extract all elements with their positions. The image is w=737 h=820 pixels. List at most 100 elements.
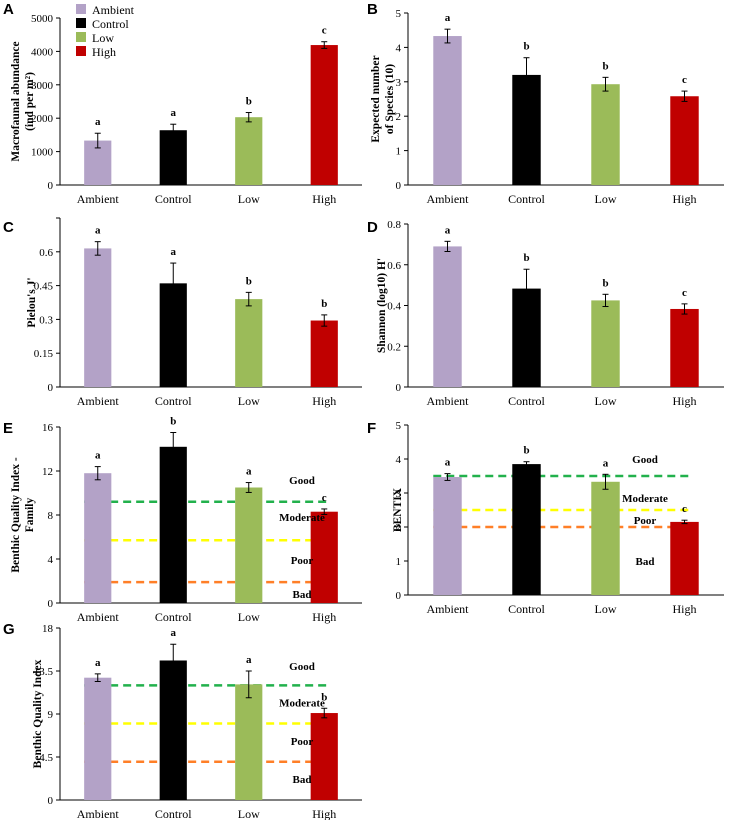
panel-letter: B (367, 1, 378, 18)
x-tick-label: Control (155, 192, 192, 206)
legend-label: High (92, 45, 116, 59)
bar-control (159, 130, 187, 185)
y-tick-label: 1 (396, 146, 402, 158)
significance-letter: b (246, 275, 252, 287)
y-axis-label-line: Expected number (370, 55, 382, 142)
y-axis-label: Expected number of Species (10) (370, 55, 396, 142)
zone-label: Bad (636, 556, 655, 568)
significance-letter: b (523, 41, 529, 53)
zone-label: Poor (291, 555, 314, 567)
bar-high (670, 521, 699, 595)
y-tick-label: 0 (48, 598, 54, 610)
y-tick-label: 5 (396, 8, 402, 20)
y-axis-label: Pielou's J' (26, 277, 38, 327)
zone-label: Good (289, 475, 315, 487)
significance-letter: b (523, 252, 529, 264)
x-tick-label: Ambient (77, 192, 120, 206)
y-tick-label: 4.5 (39, 752, 53, 764)
bar-low (235, 487, 263, 603)
bar-ambient (433, 246, 462, 387)
x-tick-label: Ambient (77, 610, 120, 624)
significance-letter: b (602, 60, 608, 72)
y-axis-label-line: Macrofaunal abundance (10, 41, 22, 161)
bar-ambient (84, 677, 112, 800)
significance-letter: a (95, 116, 101, 128)
legend-swatch (76, 4, 86, 14)
legend-label: Ambient (92, 3, 135, 17)
x-tick-label: Low (595, 192, 617, 206)
y-tick-label: 12 (42, 466, 53, 478)
significance-letter: a (445, 12, 451, 24)
y-tick-label: 3000 (31, 80, 54, 92)
x-tick-label: Control (508, 394, 545, 408)
bar-control (512, 74, 541, 185)
y-axis-label-line: Family (24, 498, 36, 533)
x-tick-label: Low (238, 394, 260, 408)
significance-letter: a (171, 107, 177, 119)
significance-letter: a (603, 457, 609, 469)
y-axis-label-line: Benthic Quality Index (32, 659, 44, 768)
significance-letter: a (246, 654, 252, 666)
bar-low (591, 84, 620, 185)
x-tick-label: Low (238, 807, 260, 820)
panel-letter: C (3, 219, 14, 236)
significance-letter: a (445, 224, 451, 236)
significance-letter: c (322, 492, 327, 504)
y-axis-label: BENTIX (392, 487, 404, 532)
legend-label: Low (92, 31, 114, 45)
chart-panel-c: C 0 0.15 0.3 0.45 0.6 Pielou's J' a Ambient a Cont… (3, 217, 362, 408)
y-tick-label: 0.6 (39, 247, 53, 259)
x-tick-label: Low (238, 192, 260, 206)
x-tick-label: Ambient (427, 192, 470, 206)
x-tick-label: Control (155, 807, 192, 820)
y-tick-label: 0.45 (34, 281, 54, 293)
bar-control (159, 660, 187, 800)
panel-letter: G (3, 621, 15, 638)
significance-letter: b (170, 416, 176, 428)
y-axis-label-line: Benthic Quality Index - (10, 457, 22, 573)
significance-letter: b (602, 277, 608, 289)
x-tick-label: High (673, 192, 697, 206)
y-axis-label-line: (ind per m²) (24, 72, 36, 131)
y-axis-label-line: BENTIX (392, 487, 404, 532)
zone-label: Bad (293, 774, 312, 786)
y-axis-label-line: of Species (10) (384, 64, 396, 134)
y-axis-label: Shannon (log10) H' (376, 258, 388, 353)
y-tick-label: 0 (396, 590, 402, 602)
y-tick-label: 0 (396, 382, 402, 394)
x-tick-label: Ambient (427, 602, 470, 616)
significance-letter: c (682, 287, 687, 299)
y-tick-label: 1000 (31, 147, 54, 159)
bar-high (310, 320, 338, 387)
x-tick-label: High (673, 394, 697, 408)
y-tick-label: 5000 (31, 13, 54, 25)
significance-letter: c (322, 25, 327, 37)
bar-low (235, 117, 263, 185)
chart-panel-d: D 0 0.2 0.4 0.6 0.8 Shannon (log10) H' a Ambient… (367, 219, 724, 408)
x-tick-label: High (312, 394, 336, 408)
y-tick-label: 4 (396, 454, 402, 466)
y-tick-label: 0.6 (387, 260, 401, 272)
y-tick-label: 1 (396, 556, 402, 568)
y-tick-label: 5 (396, 420, 402, 432)
legend-swatch (76, 18, 86, 28)
zone-label: Poor (634, 515, 657, 527)
y-axis-label-line: Shannon (log10) H' (376, 258, 388, 353)
x-tick-label: Low (595, 602, 617, 616)
chart-panel-b: B 0 1 2 3 4 5 Expected number of Species (10) a Am… (367, 1, 724, 206)
x-tick-label: Control (508, 192, 545, 206)
zone-label: Poor (291, 736, 314, 748)
x-tick-label: Ambient (77, 394, 120, 408)
chart-panel-a: A 0 1000 2000 3000 4000 5000 Macrofaunal abunda… (3, 1, 362, 206)
x-tick-label: Control (155, 610, 192, 624)
significance-letter: a (95, 450, 101, 462)
y-axis-label: Benthic Quality Index (32, 659, 44, 768)
bar-ambient (433, 477, 462, 595)
x-tick-label: High (312, 192, 336, 206)
x-tick-label: High (673, 602, 697, 616)
significance-letter: a (246, 466, 252, 478)
significance-letter: c (682, 503, 687, 515)
y-tick-label: 2 (396, 111, 402, 123)
y-tick-label: 0 (48, 795, 54, 807)
